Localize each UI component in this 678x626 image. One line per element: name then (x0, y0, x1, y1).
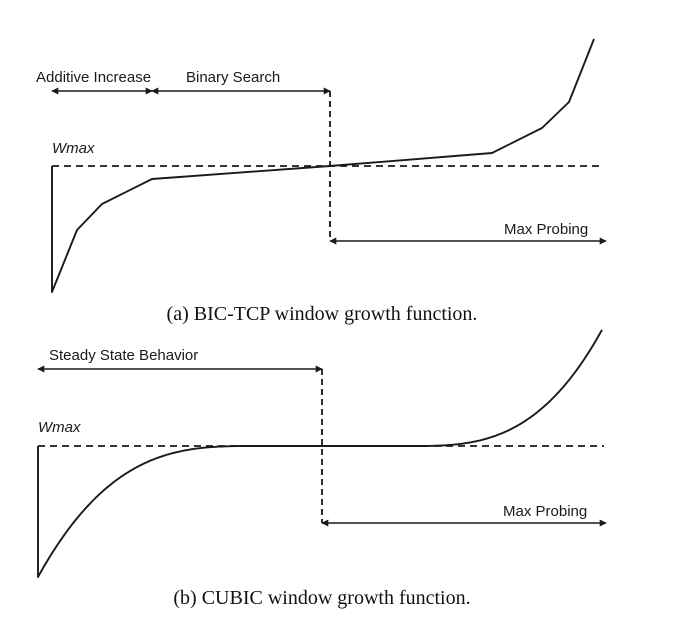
caption-b: (b) CUBIC window growth function. (173, 587, 470, 609)
caption-a: (a) BIC-TCP window growth function. (167, 303, 478, 325)
steady-state-label: Steady State Behavior (49, 347, 198, 364)
wmax-label: Wmax (52, 140, 95, 157)
max-probing-label: Max Probing (503, 503, 587, 520)
cubic-window-growth-curve (37, 329, 603, 578)
bic-window-growth-curve (51, 38, 595, 293)
binary-search-label: Binary Search (186, 69, 280, 86)
additive-increase-label: Additive Increase (36, 69, 151, 86)
max-probing-label: Max Probing (504, 221, 588, 238)
panel-a-bic-tcp: Additive Increase Binary Search Wmax Max… (36, 38, 607, 325)
panel-b-cubic: Steady State Behavior Wmax Max Probing (… (37, 329, 607, 609)
wmax-label: Wmax (38, 419, 81, 436)
